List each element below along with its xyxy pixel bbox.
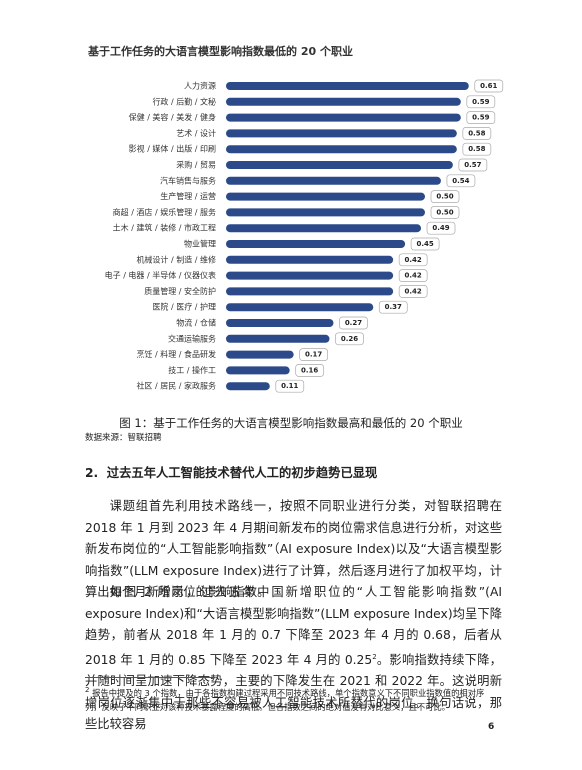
label-box <box>398 253 428 267</box>
category-label: 采购 / 贸易 <box>176 160 216 170</box>
footnote: 2 报告中提及的 3 个指数，由于各指数构建过程采用不同技术路线，单个指数意义下… <box>85 683 500 714</box>
section-title: 过去五年人工智能技术替代人工的初步趋势已显现 <box>106 466 378 480</box>
footnote-marker: 2 <box>85 686 90 694</box>
caption: 图 1：基于工作任务的大语言模型影响指数最高和最低的 20 个职业 <box>119 416 463 430</box>
value-label: 0.57 <box>464 161 481 169</box>
label-box <box>275 379 305 393</box>
footnote-text: 报告中提及的 3 个指数，由于各指数构建过程采用不同技术路线，单个指数意义下不同… <box>85 687 485 712</box>
label-box <box>426 221 456 235</box>
label-box <box>398 269 428 282</box>
category-label: 人力资源 <box>184 81 216 91</box>
label-box <box>462 127 492 140</box>
label-box <box>462 142 492 156</box>
value-label: 0.42 <box>405 256 422 264</box>
bar <box>226 192 425 201</box>
bar <box>226 366 290 375</box>
label-box <box>339 316 368 330</box>
bar <box>226 303 374 312</box>
label-box <box>430 206 460 219</box>
category-label: 物流 / 仓储 <box>176 318 216 328</box>
chart-title: 基于工作任务的大语言模型影响指数最低的 20 个职业 <box>87 44 353 58</box>
value-label: 0.42 <box>405 287 422 295</box>
label-box <box>446 174 476 188</box>
value-label: 0.58 <box>468 129 485 137</box>
value-label: 0.26 <box>341 335 358 343</box>
value-label: 0.42 <box>405 272 422 280</box>
value-label: 0.27 <box>345 319 362 327</box>
category-label: 医院 / 医疗 / 护理 <box>152 302 216 312</box>
category-label: 机械设计 / 制造 / 维修 <box>136 254 216 264</box>
category-label: 保健 / 美容 / 美发 / 健身 <box>129 112 216 122</box>
text: 课题组首先利用技术路线一，按照不同职业进行分类，对智联招聘在 2018 年 1 … <box>85 499 502 599</box>
category-label: 影视 / 媒体 / 出版 / 印刷 <box>129 144 216 154</box>
bar <box>226 176 441 185</box>
category-label: 艺术 / 设计 <box>176 128 216 138</box>
value-label: 0.61 <box>480 82 497 90</box>
category-label: 烹饪 / 料理 / 食品研发 <box>136 349 216 359</box>
value-label: 0.54 <box>452 177 469 185</box>
value-label: 0.58 <box>468 145 485 153</box>
bar <box>226 255 394 264</box>
bar <box>226 97 461 106</box>
value-label: 0.50 <box>436 193 453 201</box>
value-label: 0.11 <box>281 382 298 390</box>
page-number: 6 <box>488 722 495 732</box>
bar <box>226 161 453 169</box>
paragraph: 课题组首先利用技术路线一，按照不同职业进行分类，对智联招聘在 2018 年 1 … <box>85 496 502 604</box>
footnote-rule <box>85 677 215 678</box>
value-label: 0.17 <box>305 351 322 359</box>
category-label: 商超 / 酒店 / 娱乐管理 / 服务 <box>113 207 216 217</box>
bar <box>226 113 461 122</box>
chart: 基于工作任务的大语言模型影响指数最低的 20 个职业 人力资源 0.61 行政 / … <box>87 44 504 393</box>
section-heading: 2. 过去五年人工智能技术替代人工的初步趋势已显现 <box>85 463 377 481</box>
paragraph: 如图 2 所示，过去五年中国新增职位的“人工智能影响指数”(AI exposur… <box>85 582 502 736</box>
label-box <box>335 332 364 346</box>
bar <box>226 82 469 90</box>
footnote-ref: 2 <box>372 652 377 661</box>
category-label: 生产管理 / 运营 <box>160 191 216 201</box>
value-label: 0.45 <box>416 240 433 248</box>
bar <box>226 145 457 154</box>
value-label: 0.16 <box>301 366 318 374</box>
category-label: 电子 / 电器 / 半导体 / 仪器仪表 <box>105 270 216 280</box>
label-box <box>378 300 408 314</box>
label-box <box>430 190 460 203</box>
category-label: 土木 / 建筑 / 装修 / 市政工程 <box>113 223 216 233</box>
category-label: 汽车销售与服务 <box>160 175 216 185</box>
label-box <box>474 79 504 93</box>
bar <box>226 271 394 280</box>
value-label: 0.37 <box>385 303 402 311</box>
category-label: 社区 / 居民 / 家政服务 <box>136 381 216 391</box>
section-number: 2. <box>85 466 99 480</box>
label-box <box>299 348 329 361</box>
value-label: 0.50 <box>436 208 453 216</box>
bar <box>226 287 394 296</box>
value-label: 0.49 <box>432 224 449 232</box>
text: 。影响指数持续下降，并随时间呈加速下降态势，主要的下降发生在 2021 和 20… <box>85 652 502 732</box>
value-label: 0.59 <box>472 98 489 106</box>
label-box <box>410 237 440 251</box>
bar <box>226 129 457 138</box>
bar <box>226 334 330 343</box>
bar <box>226 350 294 359</box>
bar <box>226 319 334 327</box>
category-label: 质量管理 / 安全防护 <box>144 286 216 296</box>
category-label: 行政 / 后勤 / 文秘 <box>152 96 216 106</box>
source: 数据来源：智联招聘 <box>85 433 162 443</box>
bar <box>226 208 425 217</box>
bar <box>226 382 270 391</box>
bar <box>226 224 422 233</box>
category-label: 物业管理 <box>184 239 216 249</box>
text: 如图 2 所示，过去五年中国新增职位的“人工智能影响指数”(AI exposur… <box>85 585 502 667</box>
label-box <box>466 111 496 124</box>
label-box <box>295 364 325 377</box>
category-label: 技工 / 操作工 <box>168 365 216 375</box>
bar <box>226 240 406 248</box>
label-box <box>398 285 428 298</box>
label-box <box>458 158 488 172</box>
label-box <box>466 95 496 109</box>
value-label: 0.59 <box>472 114 489 122</box>
category-label: 交通运输服务 <box>168 333 216 343</box>
